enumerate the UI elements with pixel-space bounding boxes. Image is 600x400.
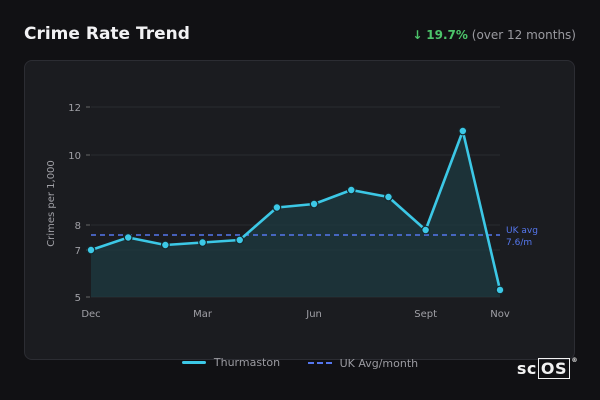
legend-item-reference[interactable]: UK Avg/month (307, 356, 419, 370)
data-point (198, 238, 207, 247)
y-tick-label: 12 (68, 103, 81, 114)
legend-swatch-series (181, 361, 206, 364)
y-tick-label: 7 (75, 246, 81, 257)
data-point (309, 199, 319, 209)
data-point (86, 245, 96, 255)
x-tick-label: Nov (490, 309, 510, 320)
reference-label: UK avg (506, 226, 538, 236)
chart-legend: Thurmaston UK Avg/month (0, 354, 600, 370)
y-axis-label: Crimes per 1,000 (46, 160, 57, 247)
legend-label-reference: UK Avg/month (339, 356, 419, 370)
y-tick-label: 5 (75, 293, 81, 304)
change-percent: 19.7% (426, 28, 468, 42)
series-area (91, 131, 500, 297)
change-note: (over 12 months) (471, 28, 576, 42)
data-point (160, 240, 170, 250)
legend-swatch-reference (307, 362, 332, 364)
legend-label-series: Thurmaston (213, 356, 281, 369)
data-point (346, 185, 356, 195)
data-point (495, 285, 505, 295)
y-tick-label: 8 (75, 221, 81, 232)
data-point (272, 203, 282, 212)
down-arrow-icon: ↓ (412, 28, 423, 42)
y-tick-label: 10 (68, 151, 81, 162)
data-point (421, 225, 431, 235)
x-tick-label: Dec (81, 309, 100, 320)
chart-title: Crime Rate Trend (24, 24, 190, 44)
trend-change: ↓ 19.7% (over 12 months) (412, 28, 576, 42)
data-point (458, 126, 468, 136)
x-tick-label: Mar (193, 309, 213, 320)
data-point (123, 233, 133, 242)
data-point (384, 192, 393, 202)
scos-logo: sc OS ® (516, 357, 578, 379)
reference-value-label: 7.6/m (506, 238, 532, 248)
series-line (90, 129, 502, 291)
legend-item-series[interactable]: Thurmaston (181, 356, 281, 369)
x-tick-label: Sept (414, 309, 437, 320)
x-tick-label: Jun (305, 309, 322, 320)
data-point (235, 235, 245, 245)
